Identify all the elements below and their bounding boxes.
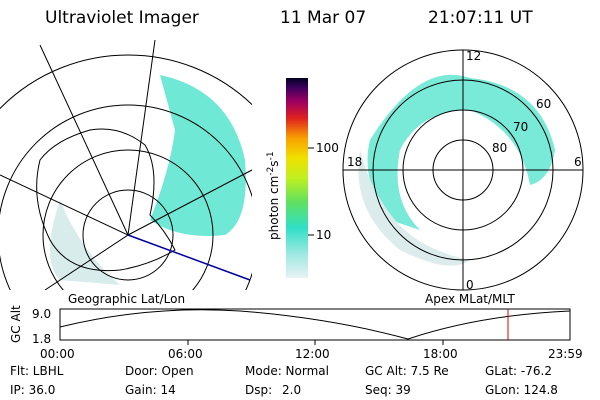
time-label: 23:59 (548, 347, 583, 361)
colorbar-tick: 10 (316, 228, 331, 242)
mlt-label: 18 (347, 155, 362, 169)
status-field: Seq: 39 (365, 383, 411, 397)
left-label: Geographic Lat/Lon (68, 292, 185, 306)
date: 11 Mar 07 (280, 8, 366, 28)
time-label: 00:00 (40, 347, 75, 361)
title: Ultraviolet Imager (45, 8, 199, 28)
mlt-label: 12 (466, 49, 481, 63)
colorbar (286, 78, 308, 278)
status-field: 2.0 (282, 383, 301, 397)
status-field: GLat: -76.2 (485, 364, 552, 378)
altitude-plot (59, 308, 571, 345)
status-field: Gain: 14 (125, 383, 176, 397)
status-field: Door: Open (125, 364, 194, 378)
lat-label: 70 (513, 120, 528, 134)
geo-map (0, 40, 252, 290)
status-field: GLon: 124.8 (485, 383, 558, 397)
status-field: GC Alt: 7.5 Re (365, 364, 449, 378)
status-panel: Flt: LBHL Door: Open Mode: Normal GC Alt: 7… (10, 364, 558, 397)
alt-y-label: 9.0 (32, 307, 51, 321)
mlt-label: 6 (574, 155, 582, 169)
colorbar-unit: photon cm-2s-1 (266, 151, 281, 240)
status-field: Flt: LBHL (10, 364, 64, 378)
lat-label: 60 (536, 97, 551, 111)
status-field: IP: 36.0 (10, 383, 55, 397)
status-field: Mode: Normal (245, 364, 329, 378)
polar-map (342, 49, 584, 291)
status-field: Dsp: (245, 383, 272, 397)
time-label: 12:00 (295, 347, 330, 361)
alt-y-label: 1.8 (32, 332, 51, 346)
time: 21:07:11 UT (428, 8, 533, 28)
time-label: 06:00 (168, 347, 203, 361)
colorbar-tick: 100 (316, 141, 339, 155)
mlt-label: 0 (466, 278, 474, 292)
time-label: 18:00 (423, 347, 458, 361)
right-label: Apex MLat/MLT (425, 292, 515, 306)
lat-label: 80 (492, 141, 507, 155)
alt-axis-label: GC Alt (9, 305, 23, 343)
